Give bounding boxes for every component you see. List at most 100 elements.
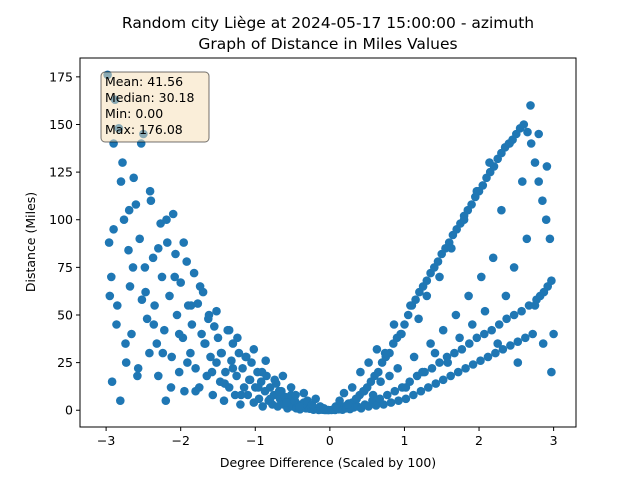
data-point bbox=[472, 333, 482, 343]
data-point bbox=[422, 291, 432, 301]
data-point bbox=[125, 282, 135, 291]
data-point bbox=[112, 320, 121, 329]
data-point bbox=[195, 282, 205, 291]
data-point bbox=[311, 394, 321, 404]
data-point bbox=[383, 390, 392, 400]
data-point bbox=[233, 333, 242, 343]
data-point bbox=[513, 358, 523, 367]
data-point bbox=[191, 386, 200, 396]
data-point bbox=[189, 268, 199, 278]
data-point bbox=[530, 301, 540, 310]
data-point bbox=[491, 348, 500, 358]
data-point bbox=[547, 276, 556, 286]
data-point bbox=[124, 245, 133, 255]
data-point bbox=[380, 348, 390, 358]
x-tick-label: 0 bbox=[326, 433, 334, 448]
data-point bbox=[145, 348, 154, 358]
x-tick-label: −1 bbox=[246, 433, 264, 448]
y-axis-label: Distance (Miles) bbox=[23, 192, 38, 292]
data-point bbox=[239, 383, 249, 392]
data-point bbox=[104, 238, 114, 247]
data-point bbox=[488, 253, 498, 263]
data-point bbox=[133, 364, 143, 373]
data-point bbox=[219, 396, 229, 406]
data-point bbox=[530, 158, 540, 167]
data-point bbox=[191, 364, 200, 373]
data-point bbox=[545, 234, 555, 244]
data-point bbox=[400, 320, 409, 329]
data-point bbox=[465, 339, 474, 348]
data-point bbox=[127, 329, 136, 339]
data-point bbox=[343, 400, 353, 409]
data-point bbox=[528, 329, 537, 339]
data-point bbox=[443, 358, 453, 367]
data-point bbox=[435, 358, 444, 367]
data-point bbox=[477, 272, 486, 282]
data-point bbox=[509, 310, 519, 320]
plot-frame bbox=[79, 57, 577, 428]
data-point bbox=[522, 234, 532, 244]
data-point bbox=[119, 215, 129, 224]
data-point bbox=[245, 375, 254, 385]
y-tick-label: 150 bbox=[49, 117, 73, 132]
data-point bbox=[401, 394, 411, 404]
data-point bbox=[243, 390, 253, 400]
chart-subtitle: Graph of Distance in Miles Values bbox=[198, 35, 457, 53]
data-point bbox=[478, 181, 488, 190]
stats-box: Mean: 41.56 Median: 30.18 Min: 0.00 Max:… bbox=[100, 71, 210, 143]
data-point bbox=[464, 291, 473, 301]
data-point bbox=[107, 377, 117, 387]
data-point bbox=[282, 398, 291, 407]
data-point bbox=[389, 320, 399, 329]
data-point bbox=[286, 383, 296, 392]
y-tick-label: 125 bbox=[49, 165, 73, 180]
data-point bbox=[105, 291, 115, 301]
data-point bbox=[299, 388, 309, 398]
data-point bbox=[221, 367, 230, 377]
data-point bbox=[274, 386, 284, 396]
data-point bbox=[172, 310, 182, 320]
data-point bbox=[124, 205, 134, 215]
y-tick-label: 175 bbox=[49, 69, 73, 84]
data-point bbox=[422, 276, 432, 286]
data-point bbox=[148, 253, 158, 263]
data-point bbox=[411, 295, 420, 305]
data-point bbox=[359, 386, 369, 396]
data-point bbox=[206, 352, 215, 362]
data-point bbox=[162, 215, 171, 224]
data-point bbox=[253, 383, 263, 392]
data-point bbox=[187, 320, 197, 329]
data-point bbox=[424, 383, 433, 392]
stats-box-background bbox=[100, 71, 210, 143]
data-point bbox=[447, 244, 456, 253]
x-axis-label: Degree Difference (Scaled by 100) bbox=[220, 455, 436, 470]
data-point bbox=[171, 249, 180, 259]
data-point bbox=[182, 257, 191, 266]
data-point bbox=[208, 390, 218, 400]
data-point bbox=[468, 320, 477, 329]
y-tick-label: 100 bbox=[49, 212, 73, 227]
data-point bbox=[212, 358, 221, 367]
data-point bbox=[526, 139, 536, 148]
data-point bbox=[135, 234, 144, 244]
data-point bbox=[414, 314, 423, 324]
data-point bbox=[149, 320, 159, 329]
data-point bbox=[459, 215, 469, 224]
data-point bbox=[418, 367, 427, 377]
data-point bbox=[534, 177, 543, 186]
data-point bbox=[538, 196, 547, 205]
data-point bbox=[258, 402, 268, 411]
data-point bbox=[347, 383, 357, 392]
data-point bbox=[438, 375, 448, 385]
data-point bbox=[161, 396, 171, 406]
data-point bbox=[372, 345, 382, 354]
data-point bbox=[379, 400, 388, 409]
data-point bbox=[210, 322, 219, 331]
data-point bbox=[494, 320, 504, 329]
data-point bbox=[394, 396, 403, 406]
data-point bbox=[487, 325, 497, 335]
data-point bbox=[451, 310, 461, 320]
data-point bbox=[393, 364, 403, 373]
data-point bbox=[261, 356, 271, 366]
data-point bbox=[257, 367, 267, 377]
